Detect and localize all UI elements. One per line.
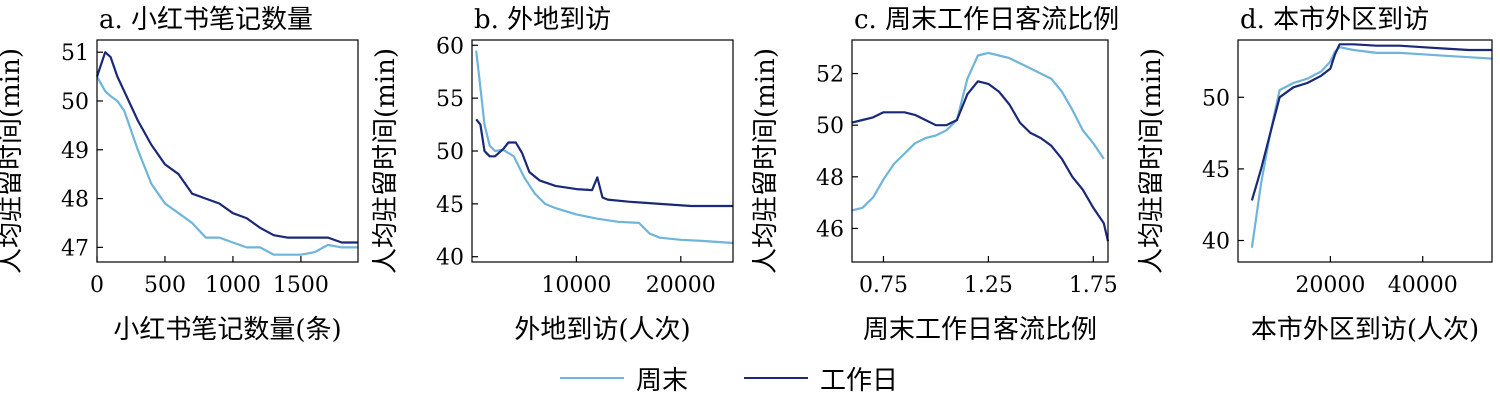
panel-d-plot-frame [1237, 39, 1493, 263]
panel-c-plot-frame [851, 39, 1109, 263]
panel-a-x-tick-label: 1000 [205, 273, 261, 298]
panel-b-y-tick-label: 45 [436, 193, 464, 218]
panel-b-series-weekend-line [475, 50, 734, 245]
panel-d-series-weekend-line [1250, 46, 1493, 248]
panel-c-series-workday-line [851, 80, 1110, 242]
panel-c-x-axis-label: 周末工作日客流比例 [863, 315, 1097, 345]
panel-d-y-axis-label: 人均驻留时间(min) [1137, 48, 1167, 274]
panel-b-y-axis-label: 人均驻留时间(min) [371, 48, 401, 274]
legend: 周末 工作日 [560, 360, 954, 396]
panel-b-y-tick-label: 40 [436, 246, 464, 271]
panel-a-x-tick-label: 500 [144, 273, 186, 298]
legend-item-weekend: 周末 [560, 360, 688, 397]
panel-b-y-tick-label: 50 [436, 140, 464, 165]
panel-c-series-weekend-line [851, 51, 1105, 212]
panel-a-series-weekend-line [96, 76, 358, 256]
panel-a-x-tick-label: 1500 [273, 273, 329, 298]
panel-d-series-workday-line [1250, 43, 1492, 201]
panel-d-x-tick-label: 20000 [1295, 273, 1365, 298]
panel-a-y-tick-label: 51 [61, 41, 89, 66]
panel-a-y-tick-label: 49 [61, 139, 89, 164]
panel-b-x-axis-label: 外地到访(人次) [514, 315, 690, 345]
panel-a-title: a. 小红书笔记数量 [99, 5, 313, 35]
panel-d-x-tick-label: 40000 [1388, 273, 1458, 298]
panel-a-y-tick-label: 50 [61, 90, 89, 115]
panel-d-x-axis-label: 本市外区到访(人次) [1251, 315, 1479, 345]
panel-c-y-tick-label: 48 [816, 166, 844, 191]
panel-b-title: b. 外地到访 [474, 5, 611, 35]
panel-a-series-workday-line [95, 51, 358, 244]
panel-a-y-tick-label: 48 [61, 188, 89, 213]
panel-b-y-tick-label: 60 [436, 34, 464, 59]
panel-a-y-axis-label: 人均驻留时间(min) [0, 48, 26, 274]
panel-b-series-workday-line [475, 118, 733, 208]
panel-d-y-tick-label: 45 [1202, 158, 1230, 183]
panel-a-y-tick-label: 47 [61, 236, 89, 261]
panel-d-y-tick-label: 40 [1202, 230, 1230, 255]
panel-b-plot-frame [471, 39, 734, 263]
panel-c-y-tick-label: 50 [816, 114, 844, 139]
legend-label-workday: 工作日 [820, 365, 899, 396]
panel-b-y-tick-label: 55 [436, 87, 464, 112]
panel-a-plot-frame [96, 39, 359, 263]
panel-d-title: d. 本市外区到访 [1240, 5, 1429, 35]
panel-c-x-tick-label: 0.75 [859, 273, 908, 298]
legend-swatch-weekend [560, 377, 624, 379]
panel-a-x-tick-label: 0 [90, 273, 104, 298]
panel-c-x-tick-label: 1.25 [964, 273, 1013, 298]
legend-swatch-workday [744, 377, 809, 379]
panel-d-y-tick-label: 50 [1202, 86, 1230, 111]
legend-item-workday: 工作日 [744, 360, 898, 397]
panel-b-x-tick-label: 20000 [646, 273, 716, 298]
panel-c-y-tick-label: 52 [816, 63, 844, 88]
legend-label-weekend: 周末 [636, 365, 689, 396]
panel-c-y-axis-label: 人均驻留时间(min) [751, 48, 781, 274]
panel-c-title: c. 周末工作日客流比例 [854, 5, 1119, 35]
panel-c-x-tick-label: 1.75 [1069, 273, 1118, 298]
panel-c-y-tick-label: 46 [816, 217, 844, 242]
panel-a-x-axis-label: 小红书笔记数量(条) [113, 315, 341, 345]
panel-b-x-tick-label: 10000 [541, 273, 611, 298]
